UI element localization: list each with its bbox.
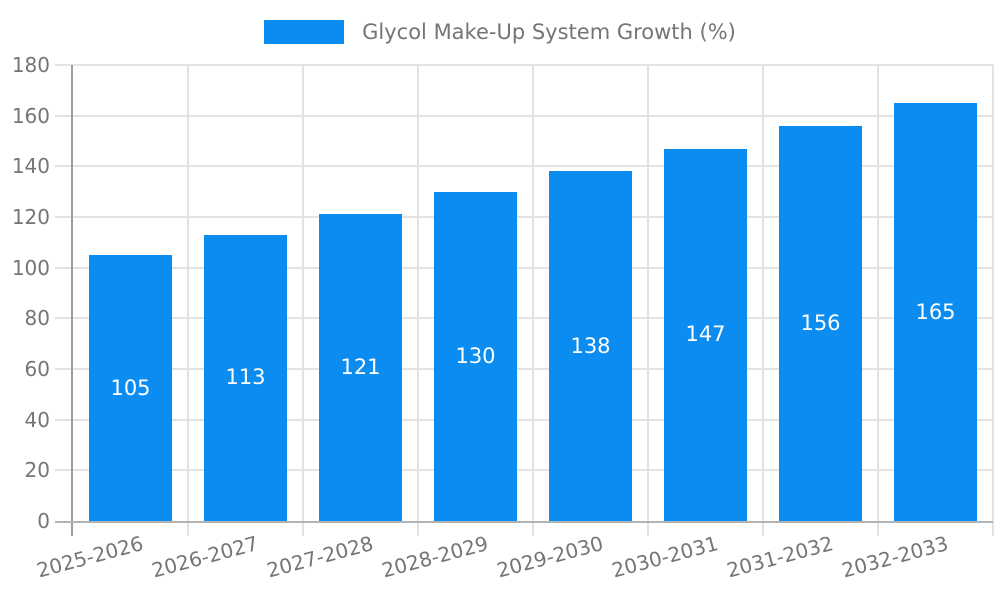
y-tick-label: 80 xyxy=(24,306,50,331)
x-tick-label: 2028-2029 xyxy=(379,531,492,583)
gridline-y-80 xyxy=(55,317,993,320)
bar-2032-2033: 165 xyxy=(894,103,977,521)
y-axis-labels: 0 20 40 60 80 100 120 140 160 180 xyxy=(0,55,50,531)
gridline-y-20 xyxy=(55,469,993,472)
bar-2030-2031: 147 xyxy=(664,148,747,521)
x-tick-label: 2025-2026 xyxy=(34,531,147,583)
y-tick-label: 100 xyxy=(11,255,50,280)
gridline-x-5 xyxy=(647,65,649,536)
gridline-y-160 xyxy=(55,114,993,117)
bar-value-label: 138 xyxy=(570,333,611,358)
gridline-y-120 xyxy=(55,216,993,218)
bar-2031-2032: 156 xyxy=(779,125,862,521)
y-tick-label: 20 xyxy=(24,458,50,483)
legend-label: Glycol Make-Up System Growth (%) xyxy=(362,19,736,44)
x-tick-label: 2026-2027 xyxy=(149,531,262,583)
bar-2028-2029: 130 xyxy=(434,191,517,521)
gridline-y-140 xyxy=(55,165,993,168)
y-tick-label: 40 xyxy=(24,407,50,432)
x-tick-label: 2030-2031 xyxy=(609,531,722,583)
bar-value-label: 156 xyxy=(800,310,841,335)
gridline-x-6 xyxy=(762,65,764,536)
gridline-x-4 xyxy=(532,65,534,536)
y-axis-line xyxy=(71,65,73,536)
x-tick-label: 2032-2033 xyxy=(839,531,952,583)
gridline-x-7 xyxy=(877,65,879,536)
gridline-y-60 xyxy=(55,368,993,370)
gridline-x-8 xyxy=(992,65,994,536)
bar-value-label: 130 xyxy=(455,343,496,368)
y-tick-label: 0 xyxy=(37,509,50,533)
gridline-y-100 xyxy=(55,266,993,269)
bar-value-label: 165 xyxy=(915,299,956,324)
bar-value-label: 113 xyxy=(225,365,266,390)
gridline-x-1 xyxy=(187,65,189,536)
bar-2029-2030: 138 xyxy=(549,171,632,521)
gridline-x-2 xyxy=(302,65,304,536)
y-tick-label: 180 xyxy=(11,53,50,77)
plot-area: 105 2025-2026 113 2026-2027 121 2027-2028 130 2… xyxy=(35,64,994,582)
bar-value-label: 121 xyxy=(340,355,381,380)
bar-2025-2026: 105 xyxy=(89,255,172,521)
bar-value-label: 147 xyxy=(685,322,726,347)
chart-legend: Glycol Make-Up System Growth (%) xyxy=(0,19,1000,45)
bar-2027-2028: 121 xyxy=(319,214,402,521)
x-tick-label: 2027-2028 xyxy=(264,531,377,583)
gridline-x-3 xyxy=(417,65,419,536)
y-tick-label: 160 xyxy=(11,103,50,128)
bar-2026-2027: 113 xyxy=(204,234,287,521)
y-tick-label: 140 xyxy=(11,154,50,179)
gridline-y-180 xyxy=(55,64,993,66)
bar-value-label: 105 xyxy=(110,375,151,400)
y-tick-label: 120 xyxy=(11,205,50,229)
x-tick-label: 2029-2030 xyxy=(494,531,607,583)
y-tick-label: 60 xyxy=(24,357,50,381)
x-axis-line xyxy=(55,521,993,523)
legend-swatch xyxy=(264,20,345,44)
gridline-y-40 xyxy=(55,418,993,421)
x-tick-label: 2031-2032 xyxy=(724,531,837,583)
